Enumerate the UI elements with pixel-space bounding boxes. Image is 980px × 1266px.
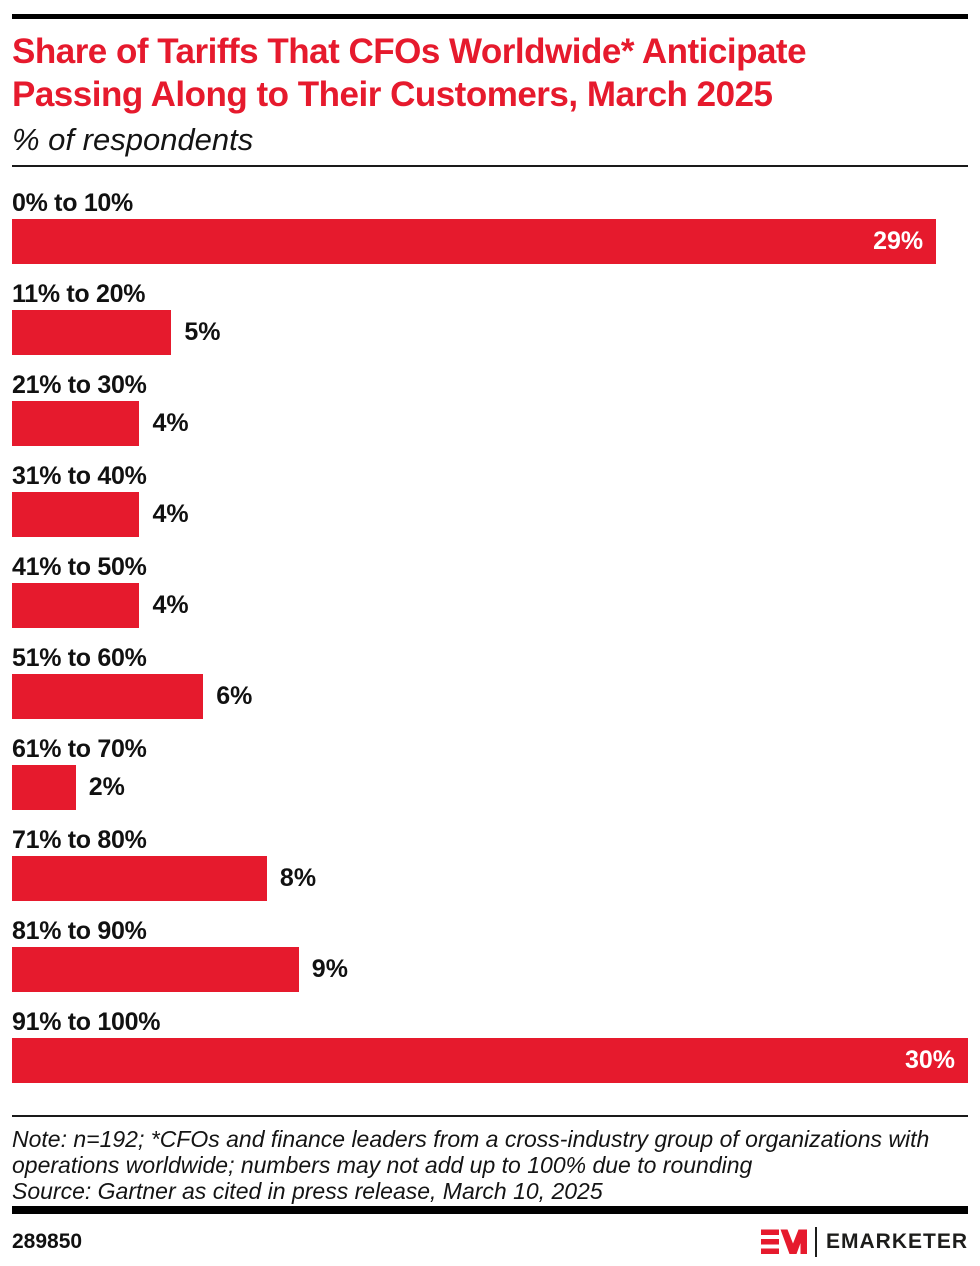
note-text: Note: n=192; *CFOs and finance leaders f… <box>12 1126 930 1178</box>
chart-row: 71% to 80% 8% <box>12 827 968 901</box>
category-label: 11% to 20% <box>12 280 146 308</box>
category-label: 31% to 40% <box>12 462 147 490</box>
chart-row: 41% to 50% 4% <box>12 554 968 628</box>
title-line-2: Passing Along to Their Customers, March … <box>12 75 773 114</box>
category-label: 51% to 60% <box>12 644 147 672</box>
bar <box>12 765 76 810</box>
emarketer-wordmark: EMARKETER <box>825 1230 968 1253</box>
top-accent-bar <box>12 14 968 19</box>
chart-row: 21% to 30% 4% <box>12 372 968 446</box>
bar <box>12 947 299 992</box>
bar-track: 4% <box>12 583 968 628</box>
em-monogram-icon <box>760 1229 807 1254</box>
note-divider <box>12 1115 968 1117</box>
chart-row: 61% to 70% 2% <box>12 736 968 810</box>
bar-track: 4% <box>12 492 968 537</box>
chart-row: 0% to 10% 29% <box>12 190 968 264</box>
category-label: 91% to 100% <box>12 1008 161 1036</box>
source-text: Source: Gartner as cited in press releas… <box>12 1178 603 1204</box>
bar <box>12 310 172 355</box>
bar-track: 30% <box>12 1038 968 1083</box>
value-label: 4% <box>152 591 189 619</box>
category-label: 21% to 30% <box>12 371 147 399</box>
category-label: 41% to 50% <box>12 553 147 581</box>
bar: 29% <box>12 219 937 264</box>
bar <box>12 674 204 719</box>
bar-track: 2% <box>12 765 968 810</box>
chart-subtitle: % of respondents <box>12 122 254 157</box>
logo-divider <box>814 1227 817 1257</box>
bar-track: 6% <box>12 674 968 719</box>
chart-row: 91% to 100% 30% <box>12 1009 968 1083</box>
value-label: 9% <box>311 955 348 983</box>
bar-track: 9% <box>12 947 968 992</box>
title-line-1: Share of Tariffs That CFOs Worldwide* An… <box>12 32 807 71</box>
value-label: 2% <box>88 773 125 801</box>
footer: 289850 EMARKETER <box>12 1227 968 1257</box>
bar-chart: 0% to 10% 29% 11% to 20% 5% 21% to 30% 4% 31% … <box>12 190 968 1100</box>
category-label: 61% to 70% <box>12 735 147 763</box>
header-divider <box>12 165 968 167</box>
bar <box>12 492 140 537</box>
emarketer-logo: EMARKETER <box>760 1227 968 1257</box>
value-label: 30% <box>904 1046 955 1074</box>
value-label: 8% <box>279 864 317 892</box>
value-label: 4% <box>152 500 189 528</box>
bar <box>12 583 140 628</box>
bar: 30% <box>12 1038 968 1083</box>
value-label: 29% <box>873 227 924 255</box>
chart-row: 51% to 60% 6% <box>12 645 968 719</box>
category-label: 81% to 90% <box>12 917 147 945</box>
bar <box>12 401 140 446</box>
chart-row: 31% to 40% 4% <box>12 463 968 537</box>
bar-track: 4% <box>12 401 968 446</box>
chart-row: 81% to 90% 9% <box>12 918 968 992</box>
chart-title: Share of Tariffs That CFOs Worldwide* An… <box>12 30 968 116</box>
value-label: 4% <box>152 409 189 437</box>
bar-track: 5% <box>12 310 968 355</box>
value-label: 5% <box>184 318 221 346</box>
bar-track: 8% <box>12 856 968 901</box>
chart-notes: Note: n=192; *CFOs and finance leaders f… <box>12 1126 968 1204</box>
category-label: 71% to 80% <box>12 826 147 854</box>
chart-id: 289850 <box>12 1230 83 1253</box>
bottom-accent-bar <box>12 1206 968 1214</box>
category-label: 0% to 10% <box>12 190 133 217</box>
bar <box>12 856 267 901</box>
bar-track: 29% <box>12 219 968 264</box>
chart-row: 11% to 20% 5% <box>12 281 968 355</box>
value-label: 6% <box>216 682 253 710</box>
